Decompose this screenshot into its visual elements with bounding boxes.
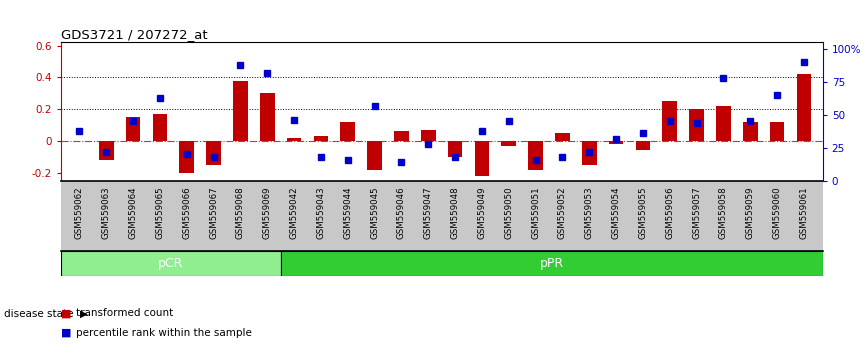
Bar — [501, 141, 516, 146]
Text: GSM559051: GSM559051 — [531, 186, 540, 239]
Text: GSM559046: GSM559046 — [397, 186, 406, 239]
Bar — [636, 141, 650, 150]
Bar — [743, 122, 758, 141]
Bar — [206, 141, 221, 165]
Text: GSM559063: GSM559063 — [101, 186, 111, 239]
Bar — [61, 251, 281, 276]
Bar — [281, 251, 823, 276]
Bar — [448, 141, 462, 157]
Text: GSM559065: GSM559065 — [155, 186, 165, 239]
Text: GSM559055: GSM559055 — [638, 186, 648, 239]
Bar — [367, 141, 382, 170]
Text: GSM559061: GSM559061 — [799, 186, 809, 239]
Text: GDS3721 / 207272_at: GDS3721 / 207272_at — [61, 28, 207, 41]
Bar — [260, 93, 275, 141]
Text: GSM559060: GSM559060 — [772, 186, 782, 239]
Bar — [716, 106, 731, 141]
Bar — [689, 109, 704, 141]
Text: GSM559057: GSM559057 — [692, 186, 701, 239]
Bar — [287, 138, 301, 141]
Bar — [475, 141, 489, 176]
Bar — [126, 117, 140, 141]
Text: GSM559069: GSM559069 — [262, 186, 272, 239]
Bar — [797, 74, 811, 141]
Bar — [662, 101, 677, 141]
Text: GSM559048: GSM559048 — [450, 186, 460, 239]
Text: GSM559044: GSM559044 — [343, 186, 352, 239]
Text: GSM559054: GSM559054 — [611, 186, 621, 239]
Text: GSM559068: GSM559068 — [236, 186, 245, 239]
Bar — [179, 141, 194, 173]
Text: GSM559067: GSM559067 — [209, 186, 218, 239]
Bar — [233, 81, 248, 141]
Text: GSM559064: GSM559064 — [128, 186, 138, 239]
Bar — [340, 122, 355, 141]
Text: transformed count: transformed count — [76, 308, 173, 318]
Bar — [313, 136, 328, 141]
Text: GSM559056: GSM559056 — [665, 186, 675, 239]
Text: GSM559066: GSM559066 — [182, 186, 191, 239]
Text: GSM559062: GSM559062 — [74, 186, 84, 239]
Bar — [555, 133, 570, 141]
Text: GSM559053: GSM559053 — [585, 186, 594, 239]
Text: ■: ■ — [61, 308, 71, 318]
Bar — [609, 141, 624, 144]
Text: GSM559050: GSM559050 — [504, 186, 514, 239]
Text: GSM559059: GSM559059 — [746, 186, 755, 239]
Text: GSM559052: GSM559052 — [558, 186, 567, 239]
Bar — [770, 122, 785, 141]
Text: disease state  ▶: disease state ▶ — [4, 308, 88, 318]
Text: percentile rank within the sample: percentile rank within the sample — [76, 328, 252, 338]
Bar — [152, 114, 167, 141]
Text: GSM559045: GSM559045 — [370, 186, 379, 239]
Text: GSM559042: GSM559042 — [289, 186, 299, 239]
Text: GSM559043: GSM559043 — [316, 186, 326, 239]
Text: GSM559049: GSM559049 — [477, 186, 487, 239]
Text: pCR: pCR — [158, 257, 184, 270]
Text: GSM559058: GSM559058 — [719, 186, 728, 239]
Bar — [99, 141, 113, 160]
Bar — [528, 141, 543, 170]
Bar — [421, 130, 436, 141]
Text: GSM559047: GSM559047 — [423, 186, 433, 239]
Text: pPR: pPR — [540, 257, 564, 270]
Text: ■: ■ — [61, 328, 71, 338]
Bar — [394, 131, 409, 141]
Bar — [582, 141, 597, 165]
